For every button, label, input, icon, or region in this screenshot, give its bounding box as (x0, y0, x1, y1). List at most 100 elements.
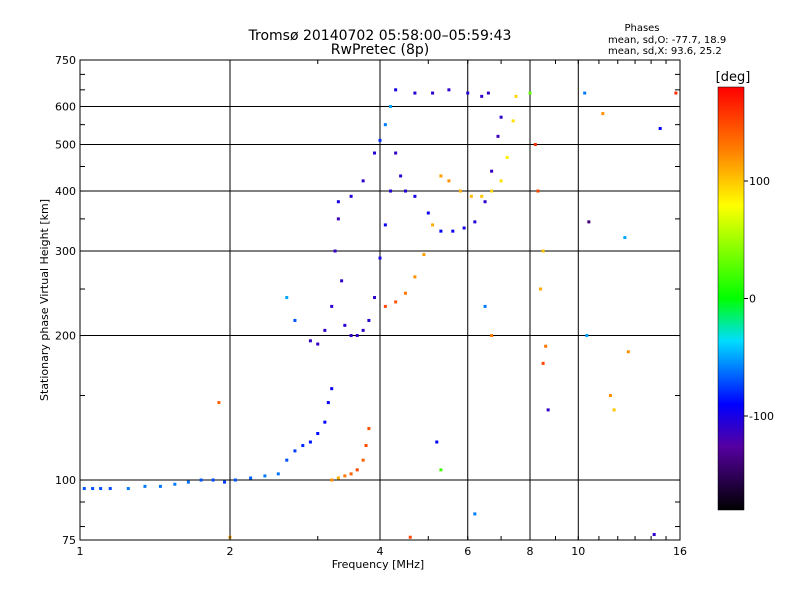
data-point (499, 179, 503, 183)
y-tick-label: 750 (55, 54, 76, 67)
data-point (439, 174, 443, 178)
data-point (373, 151, 377, 155)
data-point (383, 123, 387, 127)
data-point (249, 476, 253, 480)
data-point (674, 91, 678, 95)
chart-title: Tromsø 20140702 05:58:00–05:59:43 (248, 28, 512, 44)
data-point (330, 387, 334, 391)
data-point (511, 119, 515, 123)
colorbar-tick-label: -100 (749, 410, 774, 423)
data-point (431, 223, 435, 227)
data-point (336, 200, 340, 204)
data-point (263, 474, 267, 478)
data-point (330, 304, 334, 308)
colorbar-tick-label: 0 (749, 293, 756, 306)
data-point (378, 138, 382, 142)
y-tick-label: 100 (55, 474, 76, 487)
data-point (343, 474, 347, 478)
data-point (544, 344, 548, 348)
data-point (612, 408, 616, 412)
data-point (583, 91, 587, 95)
data-point (108, 487, 112, 491)
data-point (217, 401, 221, 405)
x-tick-label: 8 (527, 545, 534, 558)
data-point (490, 334, 494, 338)
x-tick-label: 4 (377, 545, 384, 558)
data-point (367, 427, 371, 431)
data-point (483, 200, 487, 204)
data-point (316, 432, 320, 436)
data-point (373, 296, 377, 300)
data-point (601, 112, 605, 116)
data-point (490, 189, 494, 193)
axis-ticks: 1 2 4 6 8 10 16 75 100 200 300 400 500 600 750 (55, 54, 687, 558)
data-point (439, 229, 443, 233)
data-point (349, 194, 353, 198)
data-point (343, 323, 347, 327)
data-point (211, 478, 215, 482)
data-point (431, 91, 435, 95)
data-point (439, 468, 443, 472)
data-point (394, 300, 398, 304)
stats-heading: Phases (624, 23, 659, 34)
data-point (323, 328, 327, 332)
chart-subtitle: RwPretec (8p) (331, 42, 429, 58)
x-tick-label: 1 (77, 545, 84, 558)
data-point (473, 220, 477, 224)
data-point (435, 440, 439, 444)
data-point (378, 256, 382, 260)
data-point (285, 296, 289, 300)
y-tick-label: 200 (55, 330, 76, 343)
data-point (82, 487, 86, 491)
data-point (623, 236, 627, 240)
data-point (330, 478, 334, 482)
stats-o-line: mean, sd,O: -77.7, 18.9 (608, 35, 726, 46)
data-point (364, 444, 368, 448)
data-point (340, 279, 344, 283)
data-points (82, 88, 678, 539)
data-point (349, 472, 353, 476)
stats-x-line: mean, sd,X: 93.6, 25.2 (608, 46, 722, 57)
data-point (496, 134, 500, 138)
data-point (458, 189, 462, 193)
data-point (652, 533, 656, 537)
data-point (361, 458, 365, 462)
data-point (462, 226, 466, 230)
data-point (361, 328, 365, 332)
x-tick-label: 6 (464, 545, 471, 558)
data-point (466, 91, 470, 95)
data-point (394, 88, 398, 92)
data-point (422, 253, 426, 257)
data-point (383, 223, 387, 227)
data-point (413, 275, 417, 279)
data-point (199, 478, 203, 482)
data-point (99, 487, 103, 491)
data-point (316, 342, 320, 346)
data-point (233, 478, 237, 482)
data-point (143, 484, 147, 488)
data-point (323, 420, 327, 424)
data-point (505, 155, 509, 159)
data-point (361, 179, 365, 183)
data-point (426, 211, 430, 215)
data-point (186, 480, 190, 484)
y-tick-label: 500 (55, 139, 76, 152)
data-point (451, 229, 455, 233)
colorbar-label: [deg] (716, 70, 751, 85)
data-point (413, 91, 417, 95)
x-axis-label: Frequency [MHz] (332, 558, 424, 571)
data-point (447, 88, 451, 92)
data-point (301, 444, 305, 448)
data-point (394, 151, 398, 155)
y-tick-label: 75 (62, 534, 76, 547)
data-point (541, 361, 545, 365)
data-point (528, 91, 532, 95)
data-point (158, 484, 162, 488)
y-tick-label: 600 (55, 101, 76, 114)
data-point (276, 472, 280, 476)
data-point (533, 143, 537, 147)
data-point (490, 169, 494, 173)
data-point (126, 487, 130, 491)
data-point (447, 179, 451, 183)
